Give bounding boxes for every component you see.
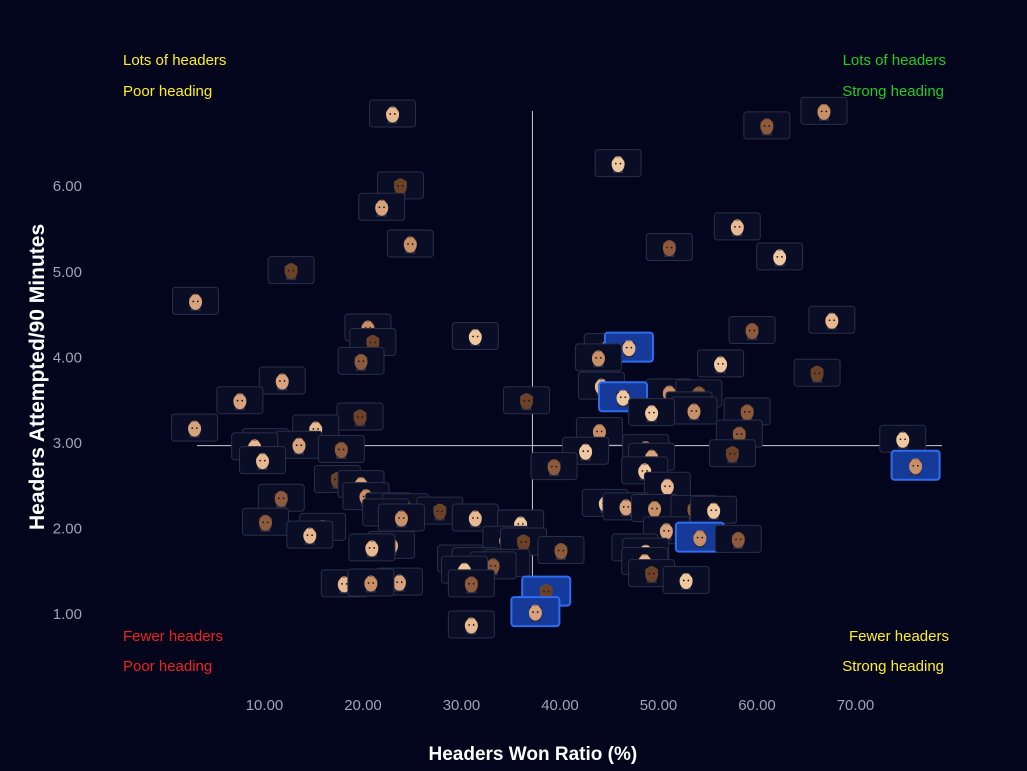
player-point [275,430,323,459]
player-point [800,96,848,125]
player-point [369,99,417,128]
x-tick-label: 10.00 [246,697,284,714]
x-tick-label: 50.00 [640,697,678,714]
y-tick-label: 4.00 [53,349,82,366]
player-point [793,358,841,387]
player-point [708,439,756,468]
player-point [643,471,691,500]
y-axis-label: Headers Attempted/90 Minutes [26,223,49,530]
player-point [537,536,585,564]
player-point [358,192,406,221]
quadrant-top-right-line2: Strong heading [842,83,944,100]
player-point [241,507,289,536]
y-tick-label: 6.00 [53,178,82,195]
quadrant-top-right-line1: Lots of headers [842,52,946,69]
player-point [756,242,804,271]
player-point [690,495,738,524]
player-point [416,496,464,525]
player-point [239,446,287,475]
player-point [713,212,761,241]
player-point [348,533,396,562]
y-tick-label: 5.00 [53,264,82,281]
axis-ticks: 10.00 20.00 30.00 40.00 50.00 60.00 70.00 1.00 2… [53,178,874,714]
player-point [337,346,385,375]
player-point [317,434,365,463]
quadrant-top-left-line2: Poor heading [123,83,213,100]
player-point [728,316,776,345]
player-point [347,568,395,597]
y-tick-label: 2.00 [53,521,82,538]
quadrant-top-left-line1: Lots of headers [123,52,227,69]
player-point [377,503,425,532]
x-tick-label: 30.00 [443,697,481,714]
player-point [258,366,306,395]
player-point [376,171,424,200]
quadrant-bottom-right-line1: Fewer headers [848,628,949,645]
player-point [723,397,771,426]
player-point [451,322,499,350]
highlighted-player-point [510,596,561,628]
player-point [447,610,495,639]
quadrant-bottom-left-line1: Fewer headers [123,628,224,645]
player-point [172,286,220,315]
player-point [500,527,548,556]
player-point [670,396,718,425]
player-point [216,386,264,415]
x-axis-label: Headers Won Ratio (%) [428,744,638,765]
player-point [697,349,745,378]
quadrant-bottom-left-line2: Poor heading [123,658,213,675]
player-point [662,565,710,594]
x-tick-label: 70.00 [837,697,875,714]
quadrant-bottom-right-line2: Strong heading [842,658,944,675]
player-point [743,111,791,140]
player-point [645,232,693,261]
player-point [336,402,384,431]
player-point [451,503,499,532]
highlighted-player-point [674,521,725,553]
player-point [574,343,622,372]
y-tick-label: 3.00 [53,435,82,452]
x-tick-label: 40.00 [541,697,579,714]
player-point [714,524,762,553]
player-point [171,413,219,442]
player-point [267,256,315,285]
y-tick-label: 1.00 [53,606,82,623]
player-point [503,386,551,415]
player-point [530,452,578,481]
player-point [808,305,856,334]
player-point [631,494,679,523]
player-point [257,483,305,512]
player-point [386,229,434,258]
player-point [286,520,334,549]
player-point [879,424,927,453]
player-point [447,569,495,598]
player-point [594,149,642,178]
x-tick-label: 20.00 [344,697,382,714]
player-points [171,96,941,639]
player-point [628,398,676,427]
x-tick-label: 60.00 [738,697,776,714]
highlighted-player-point [890,449,941,481]
